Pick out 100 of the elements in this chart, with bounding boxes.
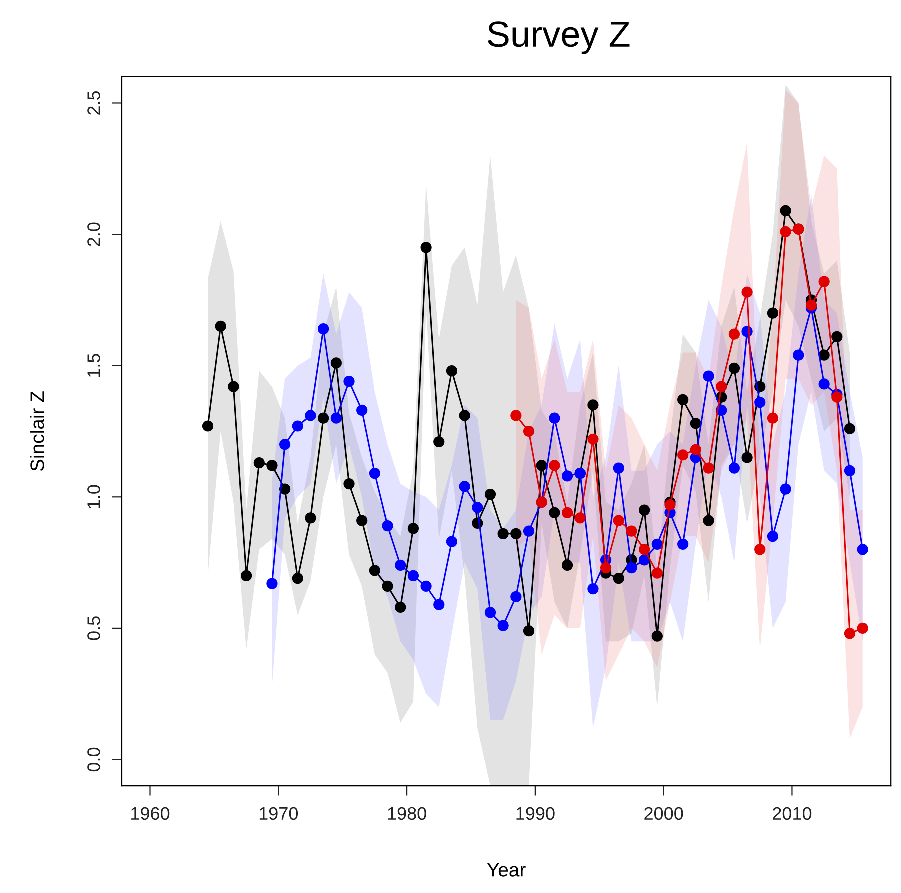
point [780,226,792,238]
point [549,412,560,424]
point [767,412,779,424]
point [408,570,420,582]
point [408,523,420,534]
y-axis-title: Sinclair Z [30,392,44,472]
point [626,526,638,537]
point [562,560,574,571]
point [613,462,624,474]
point [716,381,728,392]
point [420,242,432,254]
point [678,450,689,461]
point [652,568,663,579]
point [510,410,522,422]
point [510,528,522,540]
chart-title: Survey Z [488,22,630,54]
point [574,512,586,524]
point [818,350,830,361]
point [588,434,599,445]
point [844,628,856,640]
point [266,460,278,472]
point [240,570,252,582]
point [356,404,368,416]
point [600,562,612,574]
point [703,462,714,474]
point [330,358,342,369]
point [202,420,214,432]
point [818,378,830,390]
point [639,544,650,556]
point [780,205,792,216]
point [472,502,484,514]
point [549,507,560,518]
point [434,599,445,610]
point [536,460,548,472]
point [562,507,574,518]
point [767,530,779,542]
point [703,515,714,526]
point [806,300,818,311]
point [266,578,278,590]
point [292,573,304,584]
point [523,626,535,637]
point [446,536,458,548]
point [690,444,702,456]
point [728,362,740,374]
point [588,584,599,595]
point [395,560,406,571]
point [369,565,380,576]
point [754,544,766,556]
x-tick-label: 1960 [132,807,170,820]
point [613,515,624,526]
point [318,324,330,335]
point [742,286,753,298]
point [344,478,355,490]
point [254,457,265,469]
point [639,554,650,566]
y-tick-label: 2.0 [88,222,100,246]
x-axis-title: Year [487,863,526,877]
point [639,504,650,516]
x-tick-label: 1970 [260,807,298,820]
point [305,512,316,524]
point [549,460,560,472]
point [484,607,496,618]
point [626,562,638,574]
point [215,320,226,332]
point [818,276,830,288]
point [728,328,740,340]
point [742,452,753,464]
point [369,468,380,480]
point [305,410,316,422]
point [664,499,676,511]
point [523,526,535,537]
point [832,392,843,403]
point [446,366,458,377]
y-tick-label: 2.5 [88,91,100,115]
x-tick-label: 2010 [773,807,812,820]
point [652,538,663,550]
point [356,515,368,526]
x-tick-label: 1980 [388,807,426,820]
point [330,412,342,424]
y-tick-label: 1.0 [88,485,100,508]
point [459,481,470,492]
point [382,580,394,592]
point [280,439,291,450]
point [523,426,535,438]
point [690,418,702,430]
point [382,520,394,532]
point [832,331,843,343]
point [613,573,624,584]
x-tick-label: 1990 [516,807,555,820]
y-tick-label: 0.0 [88,748,100,772]
point [395,602,406,613]
point [562,470,574,482]
point [678,538,689,550]
point [510,591,522,602]
point [857,622,868,634]
point [703,370,714,382]
point [844,465,856,476]
point [754,397,766,408]
point [780,484,792,495]
point [498,620,509,632]
